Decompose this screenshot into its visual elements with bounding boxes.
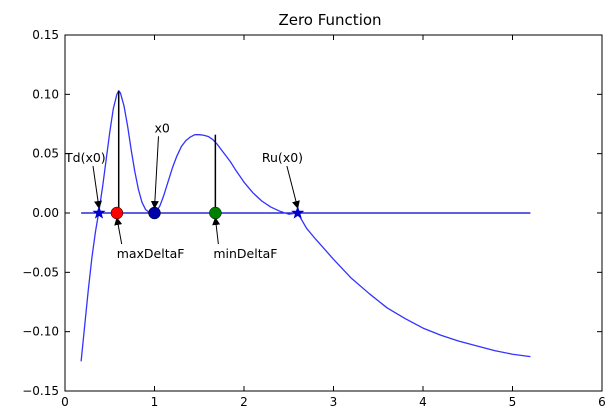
y-tick-label: 0.05 bbox=[32, 147, 59, 161]
annotation-arrow bbox=[212, 217, 221, 245]
annotation-label: Ru(x0) bbox=[262, 150, 303, 165]
point-marker-maxdeltaf bbox=[110, 206, 124, 220]
marker-layer bbox=[92, 206, 305, 220]
x-tick-label: 1 bbox=[151, 395, 159, 409]
x-tick-label: 4 bbox=[419, 395, 427, 409]
x-tick-label: 2 bbox=[240, 395, 248, 409]
series-layer bbox=[80, 90, 531, 362]
annotation-layer: Td(x0) x0 Ru(x0) maxDeltaF minDeltaF bbox=[64, 120, 303, 261]
annotation-arrow bbox=[92, 165, 102, 209]
annotation-arrow bbox=[286, 165, 300, 209]
series-line-zero-function bbox=[80, 90, 531, 362]
annotation-label: minDeltaF bbox=[213, 246, 277, 261]
chart-title: Zero Function bbox=[278, 11, 381, 29]
x-tick-label: 3 bbox=[330, 395, 338, 409]
y-tick-label: 0.00 bbox=[32, 206, 59, 220]
y-tick-label: 0.15 bbox=[32, 28, 59, 42]
point-marker-mindeltaf bbox=[209, 206, 222, 220]
x-tick-label: 0 bbox=[61, 395, 69, 409]
annotation-label: maxDeltaF bbox=[117, 246, 185, 261]
y-tick-label: −0.10 bbox=[22, 325, 59, 339]
annotation-arrow bbox=[114, 217, 123, 245]
point-marker-td-x0- bbox=[92, 206, 106, 219]
annotation-label: Td(x0) bbox=[64, 150, 106, 165]
annotation-arrow bbox=[150, 136, 159, 209]
y-tick-label: −0.05 bbox=[22, 265, 59, 279]
x-tick-label: 5 bbox=[509, 395, 517, 409]
point-marker-x0 bbox=[148, 206, 161, 220]
y-tick-label: 0.10 bbox=[32, 87, 59, 101]
axes: 0 1 2 3 4 5 6 −0.15 −0.10 −0.05 0.00 0.05 0.10 0.15 bbox=[22, 28, 606, 409]
point-marker-ru-x0- bbox=[291, 206, 305, 219]
annotation-label: x0 bbox=[155, 120, 170, 135]
y-tick-label: −0.15 bbox=[22, 384, 59, 398]
x-tick-label: 6 bbox=[598, 395, 606, 409]
